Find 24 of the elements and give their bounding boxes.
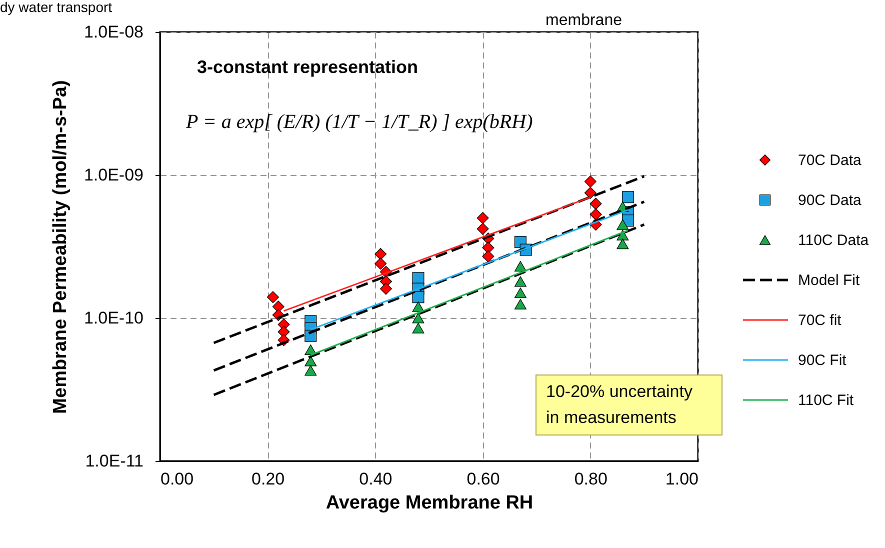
- y-axis-title: Membrane Permeability (mol/m-s-Pa): [50, 80, 71, 414]
- x-tick-label: 0.40: [359, 470, 392, 488]
- legend-label: 110C Data: [798, 232, 870, 249]
- x-tick-label: 0.00: [160, 470, 194, 488]
- legend-label: Model Fit: [798, 272, 861, 289]
- x-tick-label: 0.20: [252, 470, 285, 488]
- x-axis-title: Average Membrane RH: [326, 492, 534, 514]
- legend-label: 90C Data: [798, 192, 862, 209]
- legend-label: 110C Fit: [798, 392, 854, 409]
- legend-label: 70C fit: [798, 312, 842, 329]
- text: membrane: [546, 12, 622, 29]
- annotation: P = a exp[ (E/R) (1/T − 1/T_R) ] exp(bRH): [185, 111, 534, 133]
- y-tick-label: 1.0E-08: [84, 22, 144, 42]
- y-tick-label: 1.0E-10: [84, 308, 144, 328]
- legend-label: 90C Fit: [798, 352, 848, 369]
- text: dy water transport: [0, 0, 112, 15]
- y-tick-label: 1.0E-11: [85, 452, 144, 470]
- y-tick-label: 1.0E-09: [84, 166, 144, 184]
- legend-label: 70C Data: [798, 152, 862, 169]
- annotation: 10-20% uncertainty in measurements: [546, 382, 693, 427]
- x-tick-label: 0.80: [574, 470, 608, 488]
- annotation: 3-constant representation: [197, 57, 418, 77]
- x-tick-label: 1.00: [665, 470, 698, 488]
- x-tick-label: 0.60: [466, 470, 500, 488]
